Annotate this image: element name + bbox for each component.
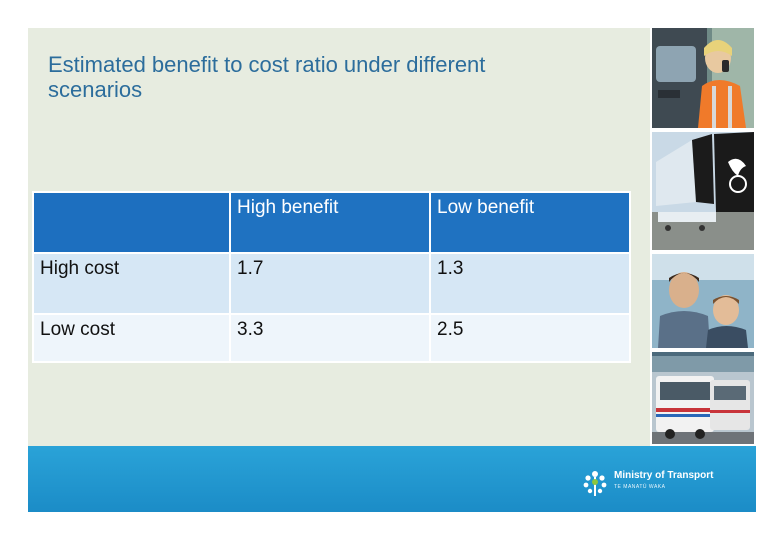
photo-strip — [650, 28, 756, 446]
photo-boys-on-ferry — [652, 254, 754, 348]
benefit-cost-table: High benefit Low benefit High cost 1.7 1… — [32, 191, 631, 363]
table-row: Low cost 3.3 2.5 — [32, 313, 631, 363]
fern-logo-icon — [583, 471, 607, 496]
column-header-high-benefit: High benefit — [229, 191, 431, 254]
cell-high-cost-low-benefit: 1.3 — [429, 252, 631, 315]
cell-low-cost-low-benefit: 2.5 — [429, 313, 631, 363]
table-header-row: High benefit Low benefit — [32, 191, 631, 254]
footer-bar: Ministry of Transport TE MANATŪ WAKA — [28, 446, 756, 512]
photo-aircraft-tails — [652, 132, 754, 250]
ministry-brand: Ministry of Transport TE MANATŪ WAKA — [580, 468, 740, 498]
photo-buses — [652, 352, 754, 444]
row-label-low-cost: Low cost — [32, 313, 231, 363]
slide-title: Estimated benefit to cost ratio under di… — [48, 52, 486, 102]
brand-name: Ministry of Transport — [614, 470, 714, 481]
brand-subtitle: TE MANATŪ WAKA — [614, 484, 666, 490]
column-header-low-benefit: Low benefit — [429, 191, 631, 254]
photo-driver-on-phone — [652, 28, 754, 128]
cell-low-cost-high-benefit: 3.3 — [229, 313, 431, 363]
table-corner-cell — [32, 191, 231, 254]
cell-high-cost-high-benefit: 1.7 — [229, 252, 431, 315]
row-label-high-cost: High cost — [32, 252, 231, 315]
table-row: High cost 1.7 1.3 — [32, 252, 631, 315]
